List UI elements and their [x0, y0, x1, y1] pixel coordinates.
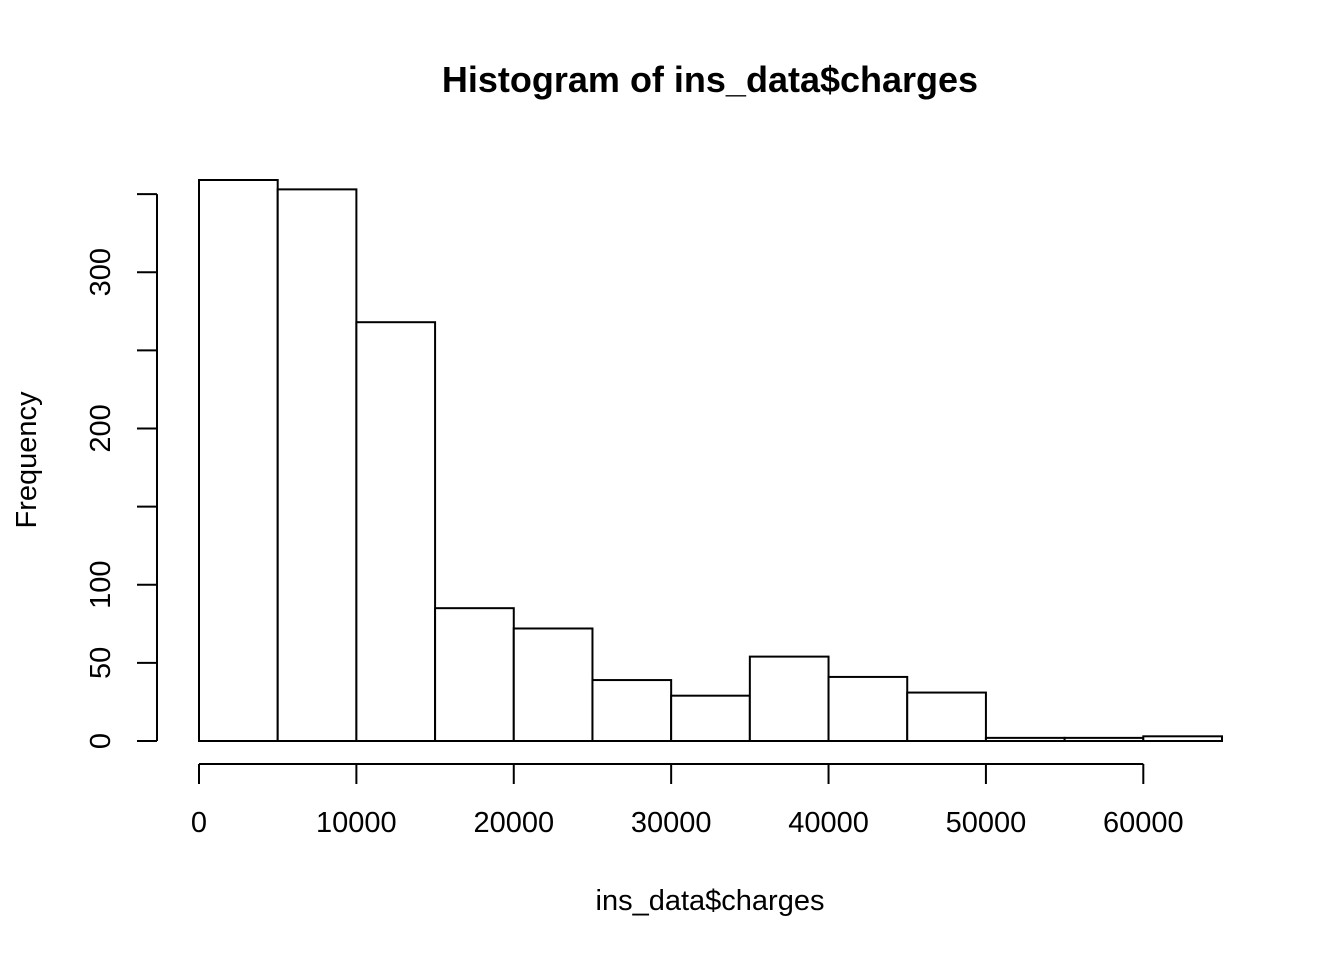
x-tick-label: 0: [191, 807, 207, 839]
y-tick-label: 50: [85, 647, 117, 679]
y-axis: 0 50 100 200 300: [85, 193, 158, 749]
histogram-bars: [198, 179, 1224, 743]
x-tick-label: 10000: [316, 807, 397, 839]
x-axis-label: ins_data$charges: [596, 885, 825, 917]
histogram-bar: [748, 655, 830, 742]
histogram-bar: [434, 607, 515, 743]
histogram-bar: [355, 321, 437, 742]
histogram-bar: [276, 188, 358, 742]
histogram-bar: [984, 736, 1066, 742]
y-tick-label: 0: [85, 733, 117, 749]
x-tick-label: 40000: [788, 807, 869, 839]
histogram-bar: [198, 179, 279, 742]
x-tick-label: 30000: [631, 807, 712, 839]
x-tick-label: 20000: [473, 807, 554, 839]
histogram-bar: [827, 675, 909, 742]
histogram-bar: [512, 627, 594, 743]
histogram-bar: [591, 679, 673, 743]
x-tick-label: 60000: [1103, 807, 1184, 839]
y-tick-label: 200: [85, 404, 117, 452]
y-tick-label: 300: [85, 248, 117, 296]
y-axis-label: Frequency: [11, 391, 43, 529]
histogram-bar: [1142, 735, 1224, 742]
x-tick-label: 50000: [946, 807, 1027, 839]
histogram-bar: [1063, 736, 1145, 742]
y-tick-label: 100: [85, 561, 117, 609]
x-axis: 0 10000 20000 30000 40000 50000 60000: [191, 763, 1184, 839]
chart-title: Histogram of ins_data$charges: [442, 59, 978, 100]
histogram-bar: [906, 691, 987, 743]
histogram-bar: [670, 694, 751, 742]
